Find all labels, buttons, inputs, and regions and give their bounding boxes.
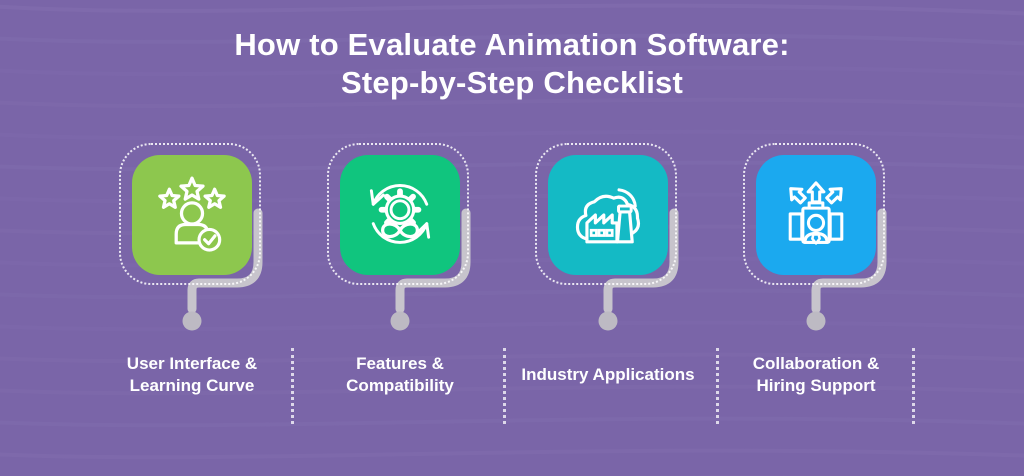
step-label: Features & Compatibility (295, 349, 505, 401)
connector-dot (806, 311, 826, 331)
page-title-line1: How to Evaluate Animation Software: (234, 27, 790, 62)
step-label: Collaboration & Hiring Support (711, 349, 921, 401)
step-label: Industry Applications (503, 349, 713, 401)
user-rating-check-icon (158, 176, 226, 252)
step-collaboration: Collaboration & Hiring Support (711, 143, 921, 453)
page-title-line2: Step-by-Step Checklist (340, 65, 684, 100)
connector-dot (390, 311, 410, 331)
step-card (548, 155, 668, 275)
step-label-line: Hiring Support (756, 376, 876, 395)
step-label-line: Features & (356, 354, 444, 373)
step-industry: Industry Applications (503, 143, 713, 453)
collaboration-growth-icon (788, 181, 844, 245)
dotted-frame (119, 143, 261, 285)
step-features: Features & Compatibility (295, 143, 505, 453)
step-card (132, 155, 252, 275)
step-label-line: User Interface & (126, 354, 258, 373)
step-label: User Interface & Learning Curve (87, 349, 297, 401)
step-card (756, 155, 876, 275)
gear-infinity-sync-icon (369, 184, 431, 244)
dotted-frame (743, 143, 885, 285)
connector-dot (598, 311, 618, 331)
step-card (340, 155, 460, 275)
dotted-frame (327, 143, 469, 285)
label-divider (291, 348, 294, 424)
label-divider (716, 348, 719, 424)
label-divider (912, 348, 915, 424)
cloud-factory-signal-icon (575, 188, 641, 244)
step-label-line: Industry Applications (521, 365, 695, 384)
step-label-line: Learning Curve (129, 376, 255, 395)
connector-dot (182, 311, 202, 331)
dotted-frame (535, 143, 677, 285)
label-divider (503, 348, 506, 424)
step-user-interface: User Interface & Learning Curve (87, 143, 297, 453)
step-label-line: Collaboration & (752, 354, 880, 373)
page-title: How to Evaluate Animation Software: Step-… (0, 26, 1024, 102)
step-label-line: Compatibility (346, 376, 454, 395)
